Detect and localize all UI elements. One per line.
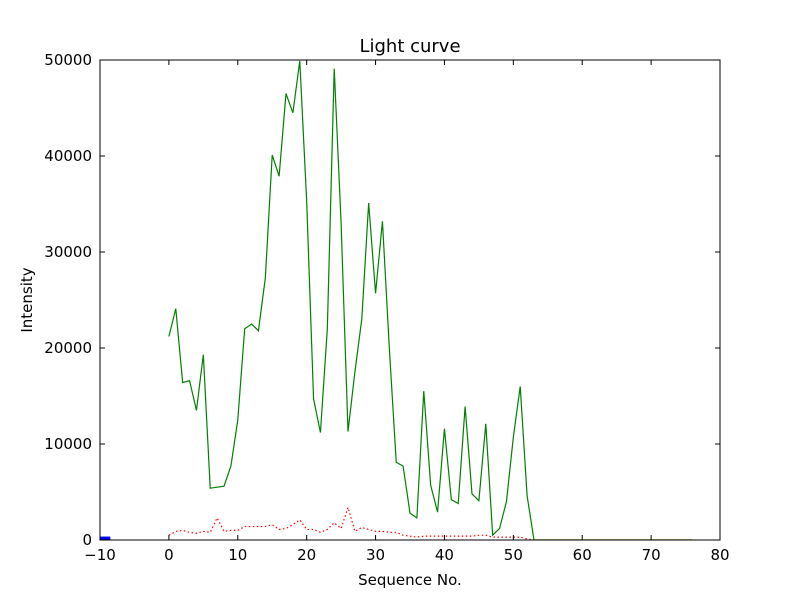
ticks-layer: −10 0 10 20 30 40 50 60 70 8001000020000300004000… — [44, 51, 729, 564]
x-tick-label: 30 — [366, 546, 385, 564]
x-tick-label: 80 — [710, 546, 729, 564]
x-tick-label: 10 — [228, 546, 247, 564]
y-tick-label: 50000 — [44, 51, 92, 69]
series-line-1 — [168, 505, 693, 540]
x-tick-label: −10 — [84, 546, 116, 564]
x-tick-label: 50 — [504, 546, 523, 564]
x-tick-label: 70 — [642, 546, 661, 564]
y-tick-label: 20000 — [44, 339, 92, 357]
x-tick-label: 40 — [435, 546, 454, 564]
y-tick-label: 30000 — [44, 243, 92, 261]
x-tick-label: 20 — [297, 546, 316, 564]
x-tick-label: 60 — [573, 546, 592, 564]
chart-title: Light curve — [359, 36, 460, 57]
series-line-0 — [168, 60, 693, 540]
x-axis-title: Sequence No. — [358, 571, 462, 589]
y-tick-label: 10000 — [44, 435, 92, 453]
plot-frame — [99, 59, 721, 541]
x-tick-label: 0 — [164, 546, 174, 564]
series-layer — [100, 60, 693, 540]
y-axis-title: Intensity — [18, 267, 36, 332]
y-tick-label: 40000 — [44, 147, 92, 165]
y-tick-label: 0 — [82, 531, 92, 549]
